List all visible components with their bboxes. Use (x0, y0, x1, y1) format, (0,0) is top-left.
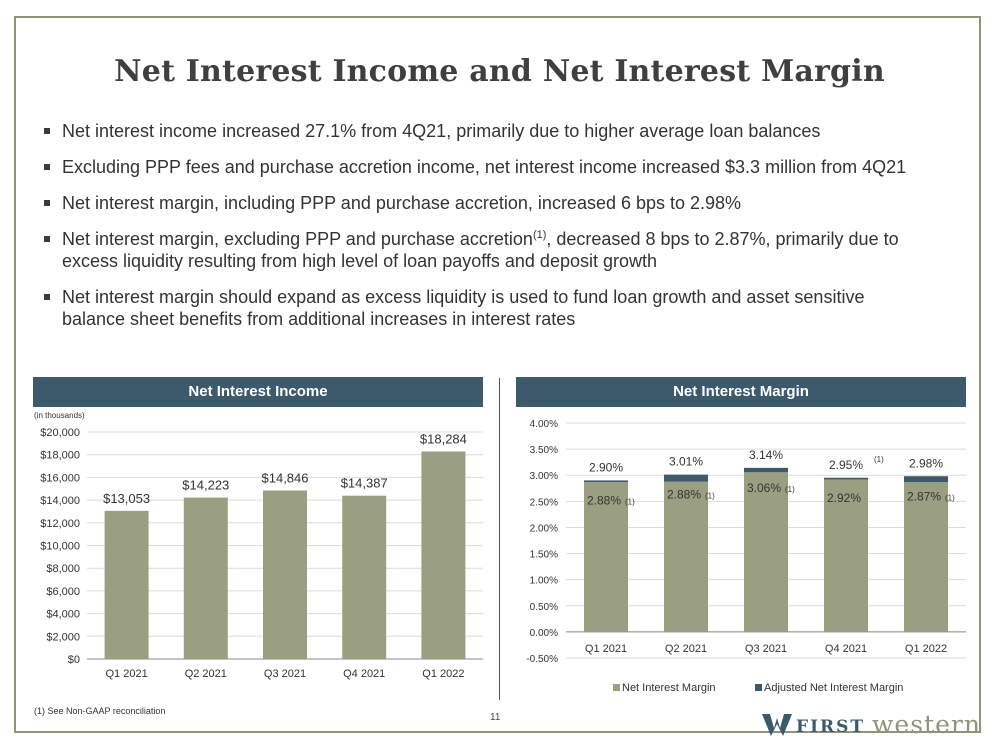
bullet-marker (44, 294, 50, 300)
bullet-marker (44, 164, 50, 170)
bullet-list: Net interest income increased 27.1% from… (42, 120, 922, 344)
page-number: 11 (490, 712, 501, 723)
bullet-text: Net interest margin, excluding PPP and p… (62, 229, 533, 249)
bullet-text: Net interest income increased 27.1% from… (62, 121, 821, 141)
bullet-marker (44, 236, 50, 242)
units-note: (in thousands) (34, 411, 85, 420)
legend-label: Adjusted Net Interest Margin (764, 682, 904, 694)
nim-chart-header: Net Interest Margin (516, 377, 966, 407)
panel-divider (499, 378, 500, 700)
logo-text-first: FIRST (796, 717, 866, 737)
bullet-item: Excluding PPP fees and purchase accretio… (42, 156, 922, 178)
legend-swatch-adjusted (755, 684, 762, 691)
slide-title: Net Interest Income and Net Interest Mar… (114, 54, 885, 89)
nim-legend-item: Net Interest Margin (613, 682, 716, 694)
adjusted-legend-item: Adjusted Net Interest Margin (755, 682, 903, 694)
footnote: (1) See Non-GAAP reconciliation (34, 706, 166, 716)
slide-frame (14, 16, 981, 733)
logo-text-western: western (872, 710, 981, 739)
legend-swatch-nim (613, 684, 620, 691)
bullet-item: Net interest margin, excluding PPP and p… (42, 228, 922, 272)
logo-w-icon (762, 714, 792, 736)
bullet-item: Net interest income increased 27.1% from… (42, 120, 922, 142)
nii-chart-header: Net Interest Income (33, 377, 483, 407)
bullet-item: Net interest margin should expand as exc… (42, 286, 922, 330)
legend-label: Net Interest Margin (622, 682, 716, 694)
bullet-marker (44, 128, 50, 134)
bullet-item: Net interest margin, including PPP and p… (42, 192, 922, 214)
bullet-marker (44, 200, 50, 206)
footnote-ref: (1) (532, 229, 547, 241)
bullet-text: Excluding PPP fees and purchase accretio… (62, 157, 907, 177)
bullet-text-cont: , decreased 8 bps to 2.87%, primarily du… (62, 229, 899, 271)
bullet-text: Net interest margin, including PPP and p… (62, 193, 742, 213)
bullet-text: Net interest margin should expand as exc… (62, 287, 865, 329)
